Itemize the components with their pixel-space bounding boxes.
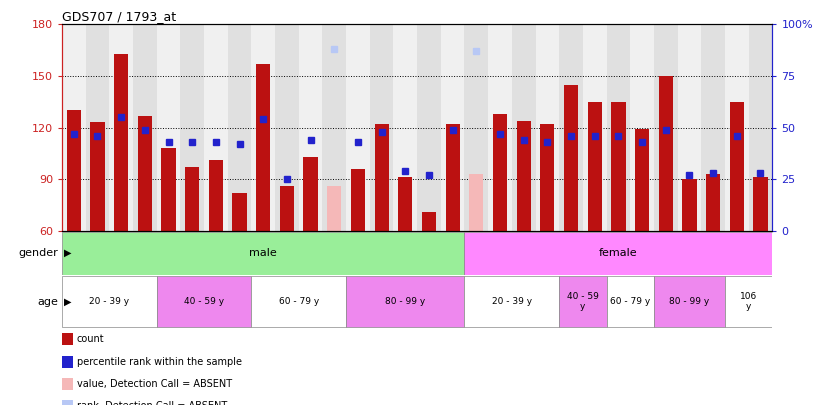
Bar bbox=[90, 122, 105, 231]
Bar bbox=[658, 76, 673, 231]
Bar bbox=[516, 121, 531, 231]
Bar bbox=[256, 64, 270, 231]
Bar bbox=[114, 53, 128, 231]
Bar bbox=[251, 24, 275, 231]
Bar bbox=[606, 277, 654, 327]
Text: rank, Detection Call = ABSENT: rank, Detection Call = ABSENT bbox=[77, 401, 227, 405]
Bar bbox=[62, 232, 464, 275]
Text: percentile rank within the sample: percentile rank within the sample bbox=[77, 357, 242, 367]
Bar bbox=[67, 111, 81, 231]
Bar bbox=[635, 129, 649, 231]
Bar bbox=[133, 24, 157, 231]
Bar bbox=[729, 102, 744, 231]
Bar bbox=[351, 169, 365, 231]
Text: value, Detection Call = ABSENT: value, Detection Call = ABSENT bbox=[77, 379, 232, 389]
Bar bbox=[677, 24, 701, 231]
Bar bbox=[725, 24, 748, 231]
Bar bbox=[232, 193, 247, 231]
Bar bbox=[161, 148, 176, 231]
Bar bbox=[559, 277, 606, 327]
Bar bbox=[398, 177, 412, 231]
Bar bbox=[469, 174, 483, 231]
Bar bbox=[611, 102, 625, 231]
Bar bbox=[682, 179, 696, 231]
Bar bbox=[157, 277, 251, 327]
Bar bbox=[564, 85, 578, 231]
Text: gender: gender bbox=[18, 248, 58, 258]
Bar bbox=[701, 24, 725, 231]
Bar bbox=[512, 24, 535, 231]
Bar bbox=[393, 24, 417, 231]
Bar bbox=[583, 24, 606, 231]
Bar bbox=[559, 24, 583, 231]
Bar bbox=[109, 24, 133, 231]
Text: 40 - 59
y: 40 - 59 y bbox=[567, 292, 599, 311]
Text: ▶: ▶ bbox=[64, 297, 71, 307]
Bar bbox=[753, 177, 767, 231]
Bar bbox=[322, 24, 346, 231]
Bar bbox=[280, 186, 294, 231]
Text: 80 - 99 y: 80 - 99 y bbox=[385, 297, 425, 306]
Bar bbox=[488, 24, 512, 231]
Bar bbox=[251, 277, 346, 327]
Text: female: female bbox=[599, 248, 638, 258]
Text: 20 - 39 y: 20 - 39 y bbox=[491, 297, 532, 306]
Bar bbox=[540, 124, 554, 231]
Bar bbox=[464, 277, 559, 327]
Text: male: male bbox=[249, 248, 277, 258]
Bar bbox=[748, 24, 772, 231]
Bar bbox=[725, 277, 772, 327]
Bar bbox=[228, 24, 251, 231]
Bar bbox=[370, 24, 393, 231]
Bar bbox=[422, 212, 436, 231]
Bar bbox=[493, 114, 507, 231]
Text: GDS707 / 1793_at: GDS707 / 1793_at bbox=[62, 10, 176, 23]
Bar bbox=[606, 24, 630, 231]
Text: count: count bbox=[77, 335, 104, 344]
Bar bbox=[464, 232, 772, 275]
Bar bbox=[138, 115, 152, 231]
Bar bbox=[654, 24, 677, 231]
Text: ▶: ▶ bbox=[64, 248, 71, 258]
Bar bbox=[417, 24, 441, 231]
Bar bbox=[303, 157, 318, 231]
Bar bbox=[346, 24, 370, 231]
Bar bbox=[346, 277, 464, 327]
Bar bbox=[464, 24, 488, 231]
Text: 80 - 99 y: 80 - 99 y bbox=[669, 297, 710, 306]
Bar bbox=[86, 24, 109, 231]
Bar bbox=[180, 24, 204, 231]
Text: 60 - 79 y: 60 - 79 y bbox=[610, 297, 650, 306]
Bar bbox=[441, 24, 464, 231]
Bar bbox=[445, 124, 460, 231]
Bar bbox=[299, 24, 322, 231]
Bar bbox=[62, 277, 157, 327]
Bar bbox=[587, 102, 602, 231]
Bar bbox=[654, 277, 725, 327]
Bar bbox=[62, 24, 86, 231]
Text: 40 - 59 y: 40 - 59 y bbox=[184, 297, 224, 306]
Text: age: age bbox=[37, 297, 58, 307]
Text: 60 - 79 y: 60 - 79 y bbox=[278, 297, 319, 306]
Bar bbox=[209, 160, 223, 231]
Bar bbox=[535, 24, 559, 231]
Bar bbox=[374, 124, 389, 231]
Bar bbox=[275, 24, 299, 231]
Text: 106
y: 106 y bbox=[740, 292, 757, 311]
Bar bbox=[706, 174, 720, 231]
Bar bbox=[157, 24, 180, 231]
Bar bbox=[327, 186, 341, 231]
Bar bbox=[185, 167, 199, 231]
Bar bbox=[630, 24, 654, 231]
Bar bbox=[204, 24, 228, 231]
Text: 20 - 39 y: 20 - 39 y bbox=[89, 297, 130, 306]
